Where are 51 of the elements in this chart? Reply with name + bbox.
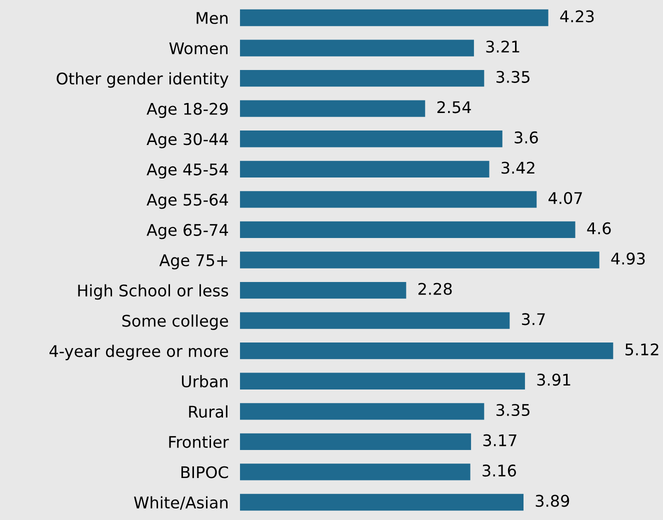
y-tick-label: Frontier	[169, 436, 229, 448]
data-label: 3.6	[514, 131, 538, 144]
bar	[240, 221, 576, 238]
bar	[240, 494, 524, 511]
y-tick-label: Age 55-64	[146, 194, 228, 209]
bar	[240, 191, 537, 208]
bar	[240, 282, 406, 299]
data-label: 2.28	[418, 282, 452, 295]
data-label: 3.35	[496, 70, 530, 83]
data-label: 4.6	[587, 222, 611, 234]
data-label: 3.42	[502, 162, 534, 174]
y-tick-label: Women	[169, 42, 228, 54]
bar	[240, 433, 472, 450]
bar	[240, 252, 600, 268]
bar	[240, 100, 426, 117]
bar	[240, 403, 484, 420]
y-tick-label: Age 45-54	[146, 164, 228, 179]
bar	[240, 70, 484, 87]
data-label: 3.7	[522, 313, 545, 326]
y-tick-label: Age 65-74	[146, 224, 228, 240]
bar	[240, 342, 614, 360]
data-label: 3.21	[486, 40, 520, 53]
bar	[240, 312, 510, 329]
data-label: 4.23	[560, 10, 594, 22]
bar	[240, 9, 548, 26]
y-tick-label: Some college	[122, 314, 228, 330]
y-tick-label: Age 75+	[159, 254, 228, 270]
data-label: 3.91	[537, 374, 570, 386]
bar	[240, 464, 470, 480]
data-label: 3.17	[483, 434, 516, 446]
y-tick-label: High School or less	[78, 284, 228, 300]
y-tick-label: 4-year degree or more	[49, 344, 228, 360]
y-tick-label: White/Asian	[134, 496, 228, 510]
data-label: 3.16	[482, 464, 516, 477]
y-tick-label: Age 30-44	[146, 133, 228, 148]
data-label: 4.07	[548, 192, 582, 204]
y-tick-label: Age 18-29	[146, 102, 228, 118]
bar	[240, 372, 525, 390]
data-label: 3.89	[536, 494, 570, 507]
y-tick-label: Rural	[189, 405, 228, 418]
bar	[240, 40, 474, 56]
y-tick-label: BIPOC	[181, 466, 228, 478]
y-tick-label: Men	[196, 12, 228, 24]
y-tick-label: Urban	[182, 375, 228, 388]
data-label: 3.35	[496, 404, 530, 416]
data-label: 2.54	[437, 101, 471, 114]
bar	[240, 130, 502, 148]
y-tick-label: Other gender identity	[56, 72, 228, 88]
bar	[240, 160, 490, 178]
data-label: 4.93	[611, 252, 645, 265]
data-label: 5.12	[626, 343, 658, 356]
